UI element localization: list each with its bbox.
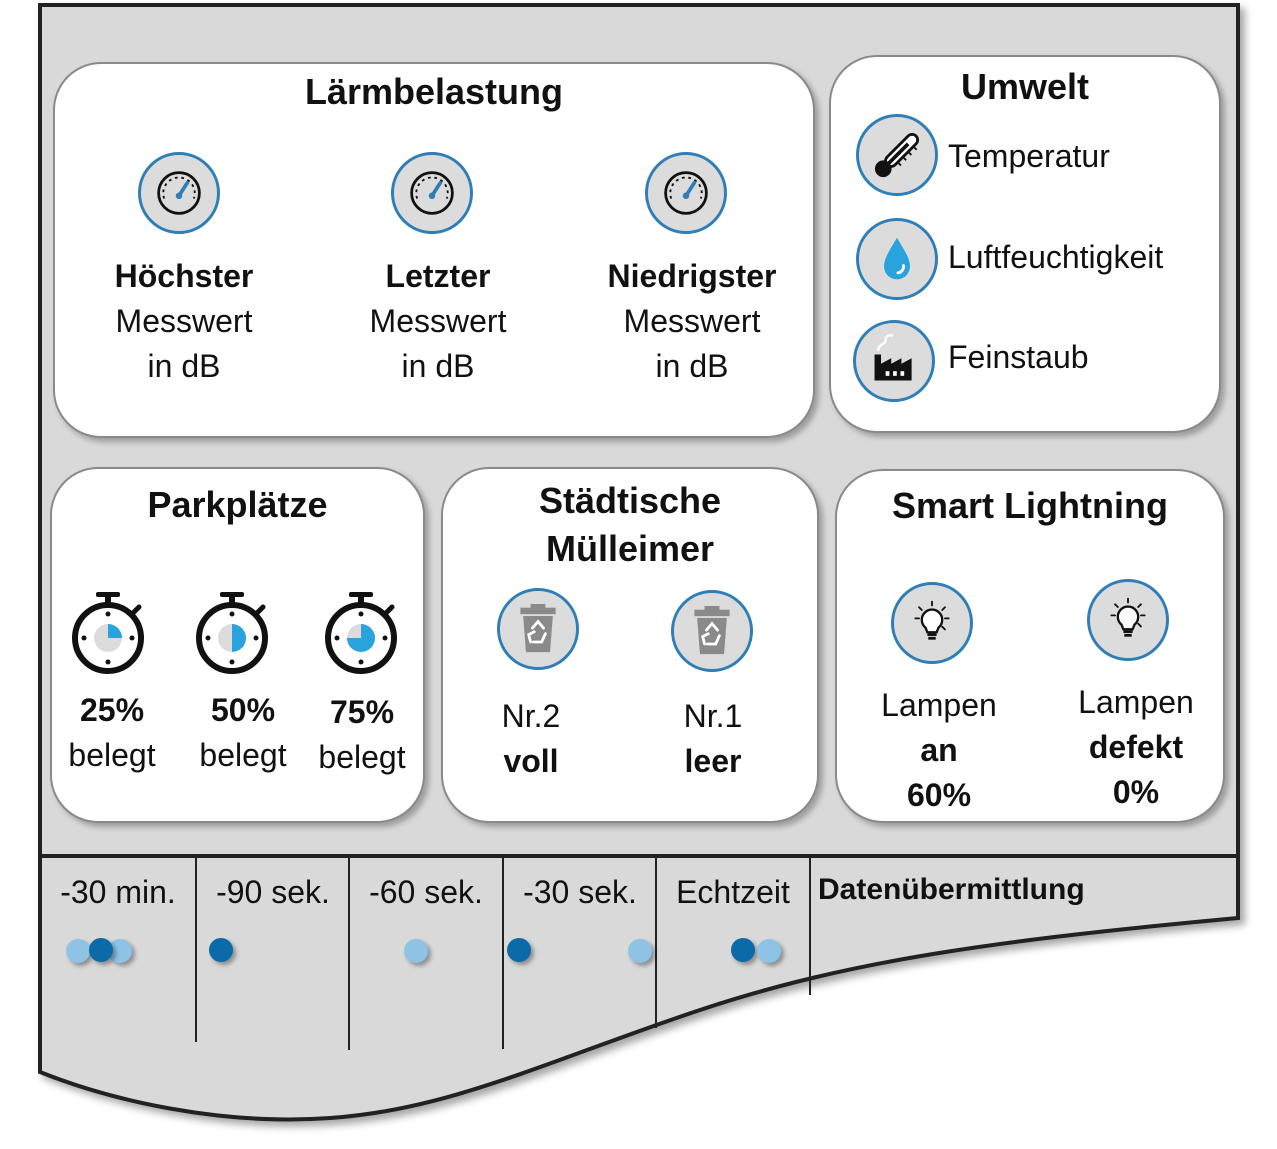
bin-status: leer: [684, 743, 742, 779]
data-packet-dot: [209, 938, 233, 962]
bins-title: Städtische Mülleimer: [441, 477, 819, 573]
lighting-item: Lampen defekt 0%: [1061, 680, 1211, 815]
lightbulb-icon: [891, 582, 973, 664]
lighting-line3: 0%: [1112, 774, 1160, 810]
gauge-icon: [391, 152, 473, 234]
gauge-icon: [138, 152, 220, 234]
data-packet-dot: [731, 938, 755, 962]
timeline-column-label: -60 sek.: [369, 874, 483, 910]
data-packet-dot: [66, 939, 90, 963]
environment-title: Umwelt: [960, 66, 1090, 107]
data-packet-dot: [507, 938, 531, 962]
water-drop-icon: [856, 218, 938, 300]
lighting-line1: Lampen: [881, 687, 997, 723]
noise-item-bold: Höchster: [114, 258, 254, 294]
timeline-column-label: -30 sek.: [523, 874, 637, 910]
lighting-line1: Lampen: [1078, 684, 1194, 720]
environment-item-label: Temperatur: [948, 138, 1110, 174]
stopwatch-icon: [196, 592, 268, 674]
noise-item-line2: Messwert: [369, 303, 507, 339]
bin-number: Nr.2: [501, 698, 561, 734]
data-packet-dot: [757, 939, 781, 963]
bin-status: voll: [503, 743, 559, 779]
noise-title: Lärmbelastung: [304, 71, 564, 112]
data-packet-dot: [404, 939, 428, 963]
stopwatch-icon: [325, 592, 397, 674]
bin-number: Nr.1: [683, 698, 743, 734]
bin-item: Nr.1 leer: [653, 694, 773, 784]
noise-item-lowest: Niedrigster Messwert in dB: [582, 254, 802, 389]
noise-item-bold: Letzter: [385, 258, 491, 294]
parking-percent: 75%: [329, 694, 395, 730]
environment-item-label: Luftfeuchtigkeit: [948, 239, 1164, 275]
lighting-line3: 60%: [906, 777, 972, 813]
environment-item-label: Feinstaub: [948, 339, 1089, 375]
noise-item-line3: in dB: [401, 348, 475, 384]
lighting-line2: defekt: [1088, 729, 1184, 765]
factory-icon: [853, 320, 935, 402]
parking-label: belegt: [68, 737, 156, 773]
data-packet-dot: [628, 939, 652, 963]
lighting-item: Lampen an 60%: [864, 683, 1014, 818]
parking-item: 50% belegt: [183, 688, 303, 778]
noise-item-line2: Messwert: [623, 303, 761, 339]
noise-item-bold: Niedrigster: [607, 258, 777, 294]
lightbulb-icon: [1087, 579, 1169, 661]
recycle-bin-icon: [497, 588, 579, 670]
noise-item-highest: Höchster Messwert in dB: [84, 254, 284, 389]
lighting-line2: an: [920, 732, 958, 768]
noise-item-last: Letzter Messwert in dB: [338, 254, 538, 389]
thermometer-icon: [856, 114, 938, 196]
parking-item: 25% belegt: [52, 688, 172, 778]
timeline-column-label: -90 sek.: [216, 874, 330, 910]
parking-title: Parkplätze: [147, 484, 328, 525]
stopwatch-icon: [72, 592, 144, 674]
data-packet-dot: [89, 938, 113, 962]
bins-title-line1: Städtische: [538, 480, 722, 521]
parking-label: belegt: [199, 737, 287, 773]
timeline-column-label: Echtzeit: [676, 874, 790, 910]
parking-percent: 50%: [210, 692, 276, 728]
noise-card: [53, 62, 815, 438]
lighting-title: Smart Lightning: [892, 485, 1168, 526]
parking-item: 75% belegt: [302, 690, 422, 780]
gauge-icon: [645, 152, 727, 234]
parking-percent: 25%: [79, 692, 145, 728]
noise-item-line2: Messwert: [115, 303, 253, 339]
transmission-title: Datenübermittlung: [818, 873, 1085, 906]
timeline-column-label: -30 min.: [60, 874, 176, 910]
noise-item-line3: in dB: [147, 348, 221, 384]
bin-item: Nr.2 voll: [471, 694, 591, 784]
bins-title-line2: Mülleimer: [545, 528, 715, 569]
recycle-bin-icon: [671, 590, 753, 672]
noise-item-line3: in dB: [655, 348, 729, 384]
parking-label: belegt: [318, 739, 406, 775]
